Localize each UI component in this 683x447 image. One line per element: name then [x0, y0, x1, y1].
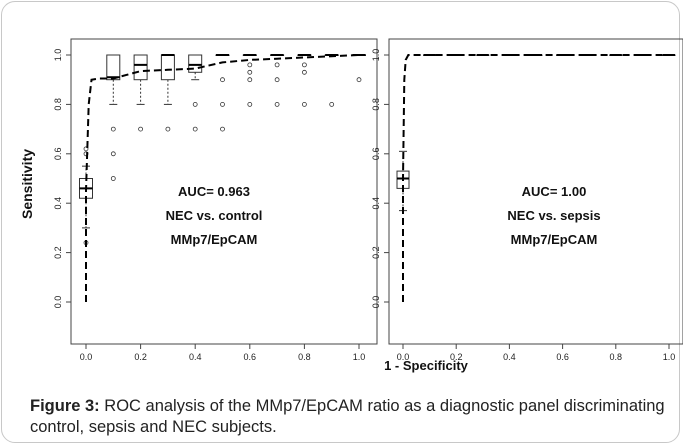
boxplot [215, 54, 230, 132]
x-tick-label: 0.0 [80, 352, 93, 362]
outlier-point [138, 126, 144, 132]
outlier-point [329, 102, 335, 107]
outlier-point [247, 102, 253, 107]
boxplot [242, 54, 257, 107]
box-iqr [106, 54, 121, 81]
roc-panel-nec-vs-control: 0.0 0.2 0.4 0.6 0.8 1.0 0.0 0.2 0.4 0.6 0.8 1.0 AUC=… [53, 38, 378, 362]
outlier-point [247, 69, 253, 75]
outlier-point [274, 102, 280, 107]
outlier-point [165, 126, 171, 132]
y-tick-label: 0.4 [371, 197, 381, 210]
roc-figure: Sensitivity 1 - Specificity 0.0 0.2 0.4 0.6… [19, 38, 683, 373]
x-tick-label: 0.4 [189, 352, 202, 362]
outlier-point [220, 102, 225, 107]
x-tick-label: 1.0 [353, 352, 366, 362]
plot-frame [70, 38, 378, 345]
y-tick-label: 0.8 [53, 98, 63, 111]
outlier-point [301, 62, 307, 68]
roc-curve [402, 54, 669, 302]
outlier-point [301, 69, 307, 75]
box-iqr [160, 54, 175, 81]
boxplot [133, 54, 148, 132]
outlier-point [247, 77, 253, 83]
x-tick-label: 0.2 [134, 352, 147, 362]
chart-annotation: NEC vs. sepsis [507, 208, 600, 223]
outlier-point [220, 126, 225, 132]
outlier-point [110, 151, 116, 157]
outlier-point [192, 102, 198, 107]
y-tick-label: 0.0 [371, 296, 381, 309]
outlier-point [83, 146, 89, 152]
boxplot [297, 54, 312, 107]
y-tick-label: 0.6 [371, 148, 381, 161]
y-axis-label: Sensitivity [19, 149, 35, 219]
chart-annotation: MMp7/EpCAM [511, 232, 598, 247]
x-tick-label: 0.8 [298, 352, 311, 362]
boxplot [188, 54, 203, 132]
chart-annotation: AUC= 1.00 [522, 184, 587, 199]
caption-text: ROC analysis of the MMp7/EpCAM ratio as … [30, 397, 665, 436]
outlier-point [274, 62, 280, 68]
caption-label: Figure 3: [30, 397, 100, 415]
box-iqr [133, 54, 148, 81]
outlier-point [110, 176, 116, 181]
y-tick-label: 0.8 [371, 98, 381, 111]
figure-caption: Figure 3: ROC analysis of the MMp7/EpCAM… [30, 396, 670, 438]
x-tick-label: 0.0 [397, 352, 410, 362]
x-tick-label: 0.2 [450, 352, 463, 362]
outlier-point [220, 77, 225, 83]
chart-annotation: NEC vs. control [166, 208, 263, 223]
y-tick-label: 0.2 [371, 246, 381, 259]
roc-panel-nec-vs-sepsis: 0.0 0.2 0.4 0.6 0.8 1.0 0.0 0.2 0.4 0.6 0.8 1.0 AUC=… [371, 38, 683, 362]
x-tick-label: 1.0 [663, 352, 676, 362]
x-tick-label: 0.8 [610, 352, 623, 362]
y-tick-label: 1.0 [371, 49, 381, 62]
outlier-point [301, 102, 307, 107]
x-tick-label: 0.4 [503, 352, 516, 362]
chart-annotation: MMp7/EpCAM [171, 232, 258, 247]
boxplot [106, 54, 121, 181]
outlier-point [274, 77, 280, 83]
y-tick-label: 0.0 [53, 296, 63, 309]
x-axis-label: 1 - Specificity [384, 358, 469, 373]
roc-curve [85, 54, 360, 302]
y-tick-label: 0.6 [53, 148, 63, 161]
chart-annotation: AUC= 0.963 [178, 184, 250, 199]
boxplot [270, 54, 285, 107]
boxplot [324, 54, 339, 107]
boxplot [352, 54, 366, 83]
outlier-point [110, 126, 116, 132]
x-tick-label: 0.6 [556, 352, 569, 362]
plot-frame [388, 38, 683, 345]
outlier-point [356, 77, 362, 83]
y-tick-label: 0.2 [53, 246, 63, 259]
outlier-point [192, 126, 198, 132]
boxplot [160, 54, 175, 132]
y-tick-label: 1.0 [53, 49, 63, 62]
x-tick-label: 0.6 [244, 352, 257, 362]
outlier-point [247, 62, 253, 68]
y-tick-label: 0.4 [53, 197, 63, 210]
